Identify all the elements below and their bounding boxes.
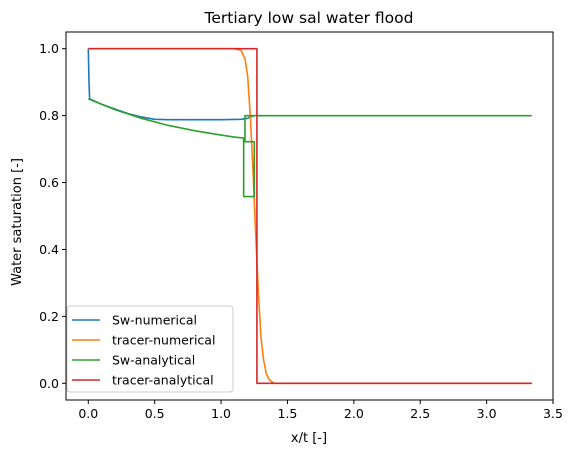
x-tick-label: 2.5 [410, 406, 430, 421]
y-tick-label: 0.0 [39, 376, 59, 391]
x-tick-label: 2.0 [344, 406, 364, 421]
legend-box [66, 305, 234, 393]
axes-frame [65, 31, 554, 401]
chart-title: Tertiary low sal water flood [204, 9, 414, 27]
x-tick-label: 0.0 [78, 406, 98, 421]
x-axis-ticks: 0.0 0.5 1.0 1.5 2.0 2.5 3.0 3.5 [78, 400, 563, 421]
series-lines [87, 47, 532, 385]
x-axis-label: x/t [-] [291, 431, 327, 446]
x-tick-label: 1.0 [211, 406, 231, 421]
y-axis-label: Water saturation [-] [10, 158, 25, 286]
y-tick-label: 0.2 [39, 309, 59, 324]
legend-label: tracer-numerical [112, 333, 215, 348]
x-tick-label: 1.5 [278, 406, 298, 421]
y-tick-label: 1.0 [39, 41, 59, 56]
series-line-tracer-numerical [88, 47, 532, 385]
x-tick-label: 3.5 [543, 406, 563, 421]
y-axis-ticks: 0.0 0.2 0.4 0.6 0.8 1.0 [39, 41, 66, 391]
series-line-Sw-analytical [88, 98, 532, 198]
legend-label: tracer-analytical [112, 373, 214, 388]
x-tick-label: 0.5 [145, 406, 165, 421]
y-tick-label: 0.4 [39, 242, 59, 257]
y-tick-label: 0.8 [39, 108, 59, 123]
legend-label: Sw-analytical [112, 353, 195, 368]
legend-label: Sw-numerical [112, 313, 197, 328]
y-tick-label: 0.6 [39, 175, 59, 190]
x-tick-label: 3.0 [477, 406, 497, 421]
series-line-tracer-analytical [88, 47, 532, 385]
plot-area [65, 31, 554, 401]
legend: Sw-numerical tracer-numerical Sw-analytica… [66, 305, 234, 393]
